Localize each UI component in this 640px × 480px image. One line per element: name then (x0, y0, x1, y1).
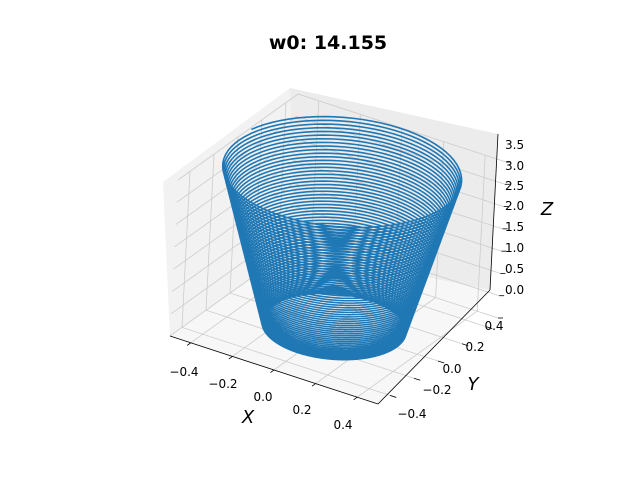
y-tick-label: 0.0 (442, 362, 461, 376)
z-tick-label: 3.5 (505, 138, 524, 152)
z-tick-label: 1.0 (505, 241, 524, 255)
y-tick-mark (414, 378, 420, 380)
z-axis-label: Z (540, 199, 554, 220)
x-tick-label: 0.4 (333, 418, 352, 432)
y-tick-label: 0.2 (465, 340, 484, 354)
y-tick-label: −0.2 (422, 383, 451, 397)
y-tick-mark (390, 395, 396, 397)
z-tick-label: 3.0 (505, 159, 524, 173)
x-tick-label: −0.2 (208, 377, 237, 391)
y-tick-label: 0.4 (484, 319, 503, 333)
z-tick-label: 2.5 (505, 179, 524, 193)
x-tick-mark (229, 356, 233, 359)
x-tick-mark (270, 370, 274, 373)
x-tick-mark (187, 343, 191, 346)
x-axis-label: X (241, 407, 255, 428)
y-tick-label: −0.4 (397, 407, 426, 421)
z-tick-label: 0.0 (505, 283, 524, 297)
x-tick-label: 0.2 (292, 403, 311, 417)
z-tick-label: 0.5 (505, 262, 524, 276)
y-axis-label: Y (468, 374, 481, 395)
z-tick-label: 2.0 (505, 199, 524, 213)
x-tick-mark (312, 384, 316, 387)
x-tick-mark (354, 397, 358, 400)
chart-title: w0: 14.155 (269, 32, 387, 54)
z-tick-label: 1.5 (505, 220, 524, 234)
x-tick-label: −0.4 (169, 365, 198, 379)
x-tick-label: 0.0 (253, 390, 272, 404)
